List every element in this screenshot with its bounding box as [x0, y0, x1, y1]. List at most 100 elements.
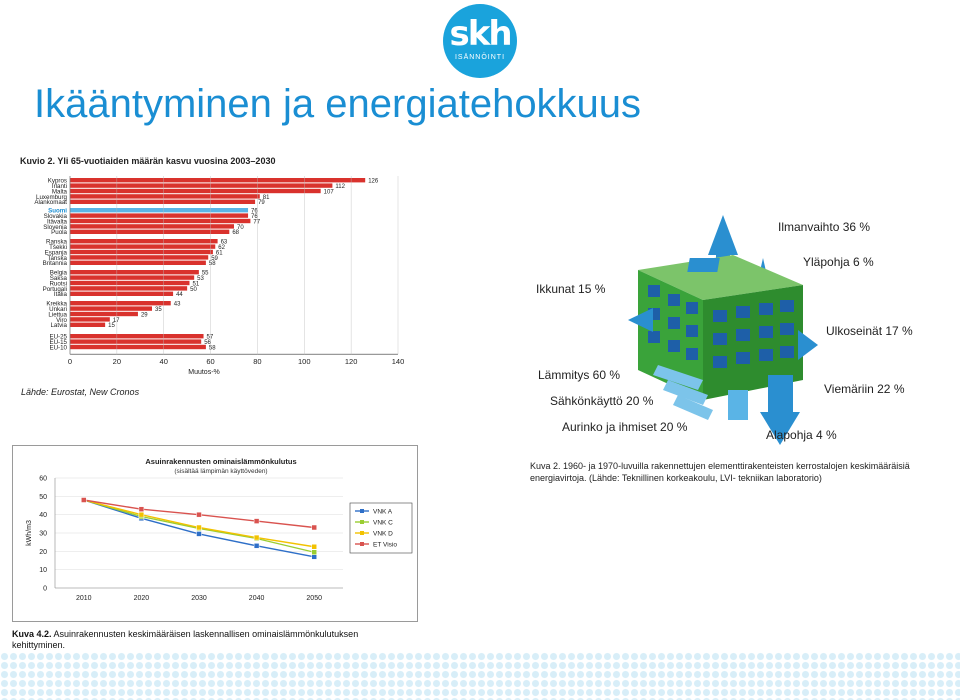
windows-arrow [628, 308, 653, 332]
bar-value-label: 76 [251, 214, 258, 220]
bar-value-label: 50 [190, 287, 197, 293]
bar-eu-10 [70, 344, 206, 350]
bar-malta [70, 188, 321, 194]
line-point [196, 524, 202, 531]
bar-x-tick-label: 40 [160, 357, 168, 366]
bar-category-label: Viro [56, 317, 67, 324]
line-chart-title: Asuinrakennusten ominaislämmönkulutus [145, 457, 296, 466]
line-x-tick-label: 2040 [249, 595, 265, 602]
ageing-bar-figure: Kuvio 2. Yli 65-vuotiaiden määrän kasvu … [18, 156, 418, 402]
label-heating: Lämmitys 60 % [538, 368, 621, 382]
bar-category-label: EU-10 [49, 344, 67, 351]
building-roof [638, 255, 803, 300]
label-electricity: Sähkönkäyttö 20 % [550, 394, 654, 408]
bar-value-label: 107 [324, 189, 335, 195]
bar-category-label: Tanska [47, 255, 67, 262]
bar-value-label: 17 [113, 318, 120, 324]
energy-flow-figure: Ilmanvaihto 36 % Yläpohja 6 % Ikkunat 15… [528, 200, 928, 450]
line-caption-text: Asuinrakennusten keskimääräisen laskenna… [12, 629, 359, 650]
bar-category-label: Belgia [50, 270, 68, 277]
line-y-tick-label: 30 [39, 531, 47, 538]
bar-x-tick-label: 20 [113, 357, 121, 366]
line-point [311, 524, 317, 531]
bar-category-label: Portugali [43, 286, 67, 293]
bar-value-label: 126 [368, 179, 379, 185]
bar-category-label: Suomi [48, 208, 67, 215]
bar-value-label: 53 [197, 276, 204, 282]
line-point [196, 511, 202, 518]
line-x-tick-label: 2020 [134, 595, 150, 602]
line-point [196, 531, 202, 537]
bar-kypros [70, 178, 366, 183]
bar-slovakia [70, 213, 249, 218]
line-chart: Asuinrakennusten ominaislämmönkulutus (si… [26, 457, 413, 602]
building-illustration [628, 215, 818, 445]
bar-x-tick-label: 100 [298, 357, 311, 366]
bar-tšekki [70, 244, 216, 249]
legend-label: VNK C [373, 520, 393, 527]
bar-value-label: 44 [176, 292, 183, 298]
legend-marker [360, 542, 364, 546]
bar-category-label: Alankomaat [34, 199, 67, 206]
line-y-tick-label: 10 [39, 567, 47, 574]
logo-mark: skh [449, 14, 512, 54]
bar-value-label: 57 [207, 335, 214, 341]
page-title: Ikääntyminen ja energiatehokkuus [34, 82, 642, 126]
bar-category-label: Kreikka [46, 301, 67, 308]
label-ventilation: Ilmanvaihto 36 % [778, 220, 871, 234]
bar-alankomaat [70, 199, 256, 204]
line-point [253, 543, 260, 549]
bar-value-label: 79 [258, 200, 265, 206]
line-y-axis-label: kWh/m3 [26, 520, 33, 546]
bar-value-label: 56 [204, 340, 211, 346]
decorative-dot-pattern [0, 652, 960, 700]
bar-value-label: 63 [221, 240, 228, 246]
line-legend: VNK A VNK C VNK D ET Visio [349, 502, 413, 554]
bar-category-label: Slovenia [43, 224, 67, 231]
bar-espanja [70, 249, 213, 255]
bar-value-label: 58 [209, 345, 216, 351]
bar-tanska [70, 255, 209, 260]
legend-marker [360, 531, 364, 535]
bar-saksa [70, 275, 195, 280]
heat-consumption-figure: Asuinrakennusten ominaislämmönkulutus (si… [12, 445, 418, 622]
bar-eu-25 [70, 334, 204, 339]
line-y-tick-label: 0 [43, 586, 47, 593]
bar-slovenia [70, 224, 234, 229]
bar-value-label: 81 [263, 195, 270, 201]
bar-category-label: Ruotsi [49, 280, 67, 287]
bar-value-label: 43 [174, 302, 181, 308]
line-y-tick-label: 20 [39, 549, 47, 556]
line-x-tick-label: 2030 [191, 595, 207, 602]
label-sun-people: Aurinko ja ihmiset 20 % [562, 420, 688, 434]
bar-category-label: Irlanti [52, 183, 67, 190]
bar-x-tick-label: 140 [392, 357, 405, 366]
line-point [311, 544, 317, 550]
legend-label: ET Visio [373, 542, 397, 549]
line-point [253, 534, 260, 541]
line-point [81, 497, 87, 503]
bar-value-label: 59 [211, 256, 218, 262]
bar-value-label: 58 [209, 261, 216, 267]
line-chart-subtitle: (sisältää lämpimän käyttöveden) [174, 468, 267, 475]
building-side [703, 285, 803, 400]
bar-value-label: 62 [218, 245, 225, 251]
bar-category-label: Latvia [50, 322, 67, 329]
bar-chart-caption: Kuvio 2. Yli 65-vuotiaiden määrän kasvu … [20, 156, 276, 166]
bar-liettua [70, 311, 138, 317]
line-point [311, 554, 317, 560]
bar-category-label: Itävalta [47, 218, 68, 225]
bar-category-label: Liettua [48, 311, 67, 318]
logo-subtitle: ISÄNNÖINTI [454, 54, 506, 61]
legend-marker [360, 509, 364, 513]
bar-viro [70, 317, 110, 322]
bar-x-tick-label: 60 [206, 357, 214, 366]
line-x-tick-label: 2050 [306, 595, 322, 602]
legend-marker [360, 520, 364, 524]
line-y-tick-label: 40 [39, 512, 47, 519]
bar-x-tick-label: 80 [253, 357, 261, 366]
bar-unkari [70, 306, 152, 311]
bar-category-label: Kypros [48, 178, 67, 185]
line-caption-label: Kuva 4.2. [12, 629, 52, 639]
bar-category-label: Saksa [50, 275, 68, 282]
